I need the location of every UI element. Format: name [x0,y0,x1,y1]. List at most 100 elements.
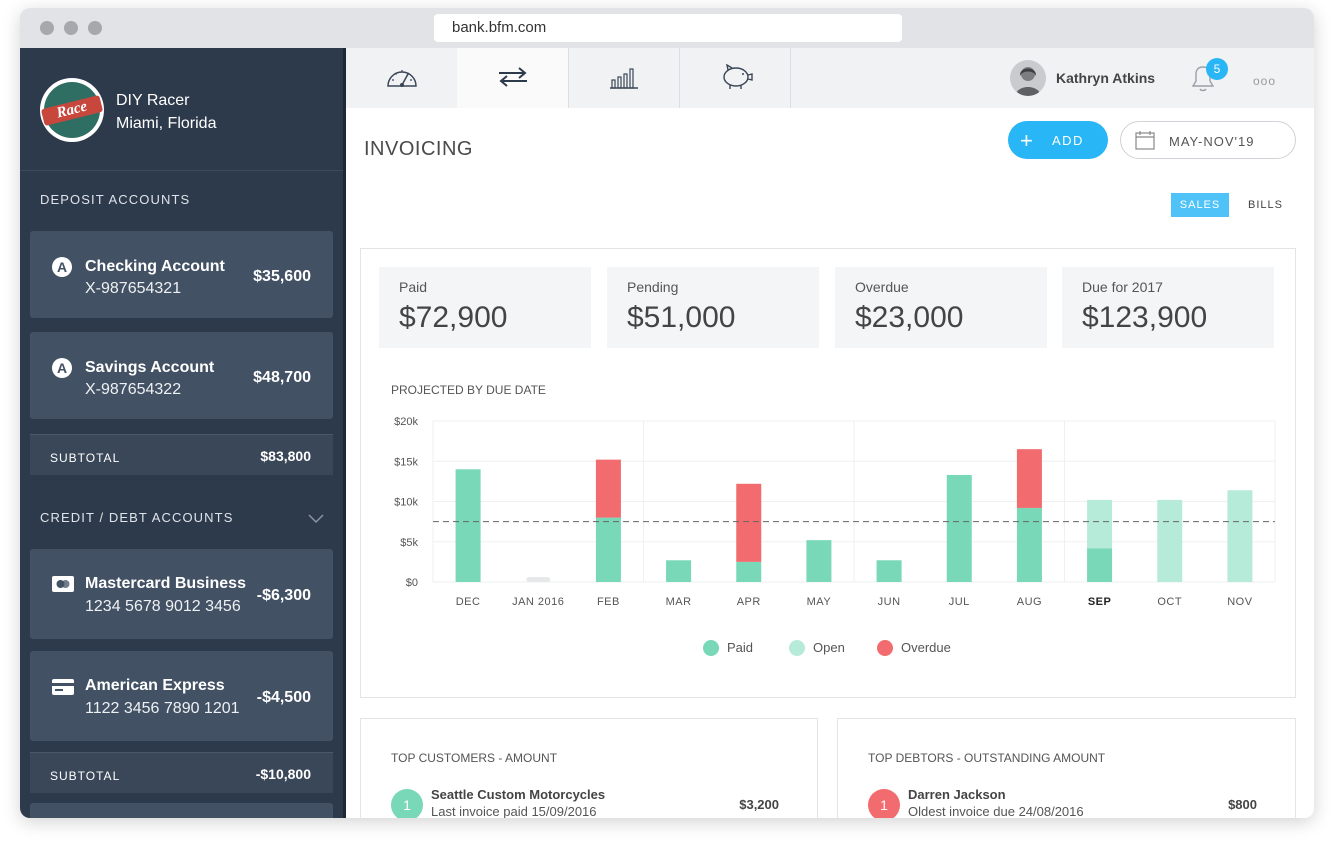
account-name: Savings Account [85,359,215,376]
account-balance: -$6,300 [256,587,311,604]
account-balance: -$4,500 [256,689,311,706]
svg-text:A: A [57,259,67,275]
deposit-accounts-heading: DEPOSIT ACCOUNTS [40,192,191,207]
stat-overdue: Overdue $23,000 [835,267,1047,348]
tab-reports[interactable] [568,48,680,108]
account-card-checking[interactable]: A Checking Account X-987654321 $35,600 [30,231,333,318]
bar-segment-paid [1016,507,1042,582]
bar-segment-overdue [736,483,762,562]
debtor-detail: Oldest invoice due 24/08/2016 [908,804,1084,818]
rank-badge: 1 [391,789,423,818]
legend-label: Overdue [901,640,951,656]
date-range-label: MAY-NOV'19 [1169,134,1255,149]
stat-value: $123,900 [1082,301,1208,334]
debtor-name[interactable]: Darren Jackson [908,787,1006,802]
legend-open: Open [789,639,845,656]
account-card-amex[interactable]: American Express 1122 3456 7890 1201 -$4… [30,651,333,741]
bar-segment-paid [1087,548,1113,582]
account-card-mastercard[interactable]: Mastercard Business 1234 5678 9012 3456 … [30,549,333,639]
transfer-arrows-icon [499,67,527,87]
main-content: INVOICING + ADD MAY-NOV'19 SALES BILLS P… [346,108,1314,818]
card-title: TOP CUSTOMERS - AMOUNT [391,751,558,765]
window-minimize-button[interactable] [64,21,78,35]
date-range-picker[interactable]: MAY-NOV'19 [1120,121,1296,159]
account-number: 1234 5678 9012 3456 [85,598,241,615]
tab-dashboard[interactable] [346,48,458,108]
x-tick-label: AUG [1017,596,1042,608]
x-tick-label: JAN 2016 [512,596,564,608]
stat-due-2017: Due for 2017 $123,900 [1062,267,1274,348]
bar-chart-icon [610,68,638,89]
invoicing-panel: Paid $72,900 Pending $51,000 Overdue $23… [360,248,1296,698]
piggy-bank-icon [723,64,753,89]
user-name[interactable]: Kathryn Atkins [1056,70,1156,86]
bar-segment-paid [526,577,551,582]
x-tick-label: APR [737,596,761,608]
debtor-amount: $800 [1228,797,1257,812]
bar-segment-paid [736,561,762,582]
add-button[interactable]: + ADD [1008,121,1108,159]
tab-savings[interactable] [679,48,791,108]
stat-title: Pending [627,279,679,295]
account-number: X-987654321 [85,280,182,297]
bar-segment-overdue [595,459,621,518]
stat-title: Overdue [855,279,909,295]
bar-segment-paid [455,469,481,582]
y-tick-label: $20k [394,416,418,428]
account-card-savings[interactable]: A Savings Account X-987654322 $48,700 [30,332,333,419]
legend-label: Paid [727,640,754,656]
sidebar: Race DIY Racer Miami, Florida DEPOSIT AC… [20,48,343,818]
browser-window: bank.bfm.com Race DIY Racer Miami, Flori… [20,8,1314,818]
sidebar-scrollbar[interactable] [343,48,346,818]
mastercard-icon [52,576,74,592]
business-logo-text: Race [40,94,104,127]
x-tick-label: MAY [807,596,832,608]
rank-badge: 1 [868,789,900,818]
chevron-down-icon[interactable] [308,514,324,524]
legend-swatch [877,639,893,656]
stat-title: Paid [399,279,428,295]
account-name: Mastercard Business [85,575,246,592]
window-zoom-button[interactable] [88,21,102,35]
bar-segment-paid [876,560,902,582]
tab-transfers[interactable] [457,48,569,108]
dashboard-gauge-icon [387,70,417,87]
bar-segment-paid [806,540,832,582]
x-tick-label: FEB [597,596,620,608]
y-tick-label: $5k [400,537,418,549]
bar-segment-paid [666,560,692,582]
business-location: Miami, Florida [116,115,217,132]
y-tick-label: $15k [394,456,418,468]
subtotal-value: -$10,800 [255,766,311,782]
stat-pending: Pending $51,000 [607,267,819,348]
x-tick-label: MAR [666,596,692,608]
account-number: 1122 3456 7890 1201 [85,700,240,717]
business-name: DIY Racer [116,92,190,109]
business-profile: Race DIY Racer Miami, Florida [20,48,343,171]
stat-value: $72,900 [399,301,508,334]
legend-swatch [703,639,719,656]
deposit-subtotal: SUBTOTAL $83,800 [30,434,333,475]
tab-bills[interactable]: BILLS [1248,199,1283,211]
tab-sales[interactable]: SALES [1171,193,1229,217]
x-tick-label: OCT [1157,596,1182,608]
account-number: X-987654322 [85,381,182,398]
address-bar[interactable]: bank.bfm.com [434,14,902,42]
account-balance: $35,600 [253,268,311,285]
bar-segment-paid [595,517,621,582]
subtotal-value: $83,800 [260,448,311,464]
customer-name[interactable]: Seattle Custom Motorcycles [431,787,606,802]
window-close-button[interactable] [40,21,54,35]
y-tick-label: $0 [406,577,418,589]
stat-title: Due for 2017 [1082,279,1163,295]
legend-label: Open [813,640,845,656]
x-tick-label: JUL [949,596,970,608]
user-avatar[interactable] [1010,60,1046,96]
stat-value: $23,000 [855,301,964,334]
subtotal-label: SUBTOTAL [50,769,121,783]
credit-subtotal: SUBTOTAL -$10,800 [30,752,333,793]
account-card-partial[interactable] [30,803,333,818]
stat-value: $51,000 [627,301,736,334]
top-navigation: Kathryn Atkins 5 ooo [346,48,1314,109]
more-options-icon[interactable]: ooo [1253,74,1277,88]
